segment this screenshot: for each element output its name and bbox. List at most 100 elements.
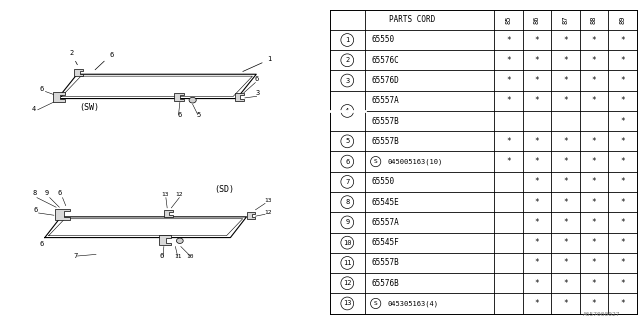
Text: 9: 9	[345, 220, 349, 225]
Text: 7: 7	[345, 179, 349, 185]
Text: (SD): (SD)	[214, 185, 234, 194]
Text: 9: 9	[45, 190, 49, 196]
Text: *: *	[620, 299, 625, 308]
Text: *: *	[534, 76, 539, 85]
Text: 65545F: 65545F	[371, 238, 399, 247]
Polygon shape	[159, 235, 171, 245]
Text: *: *	[563, 259, 568, 268]
Text: *: *	[620, 36, 625, 44]
Polygon shape	[177, 238, 183, 244]
Text: 6: 6	[254, 76, 259, 82]
Text: S: S	[374, 301, 378, 306]
Text: PARTS CORD: PARTS CORD	[388, 15, 435, 24]
Text: *: *	[534, 157, 539, 166]
Text: 65576B: 65576B	[371, 279, 399, 288]
Text: 4: 4	[32, 106, 36, 112]
Text: *: *	[620, 137, 625, 146]
Text: *: *	[506, 96, 511, 105]
Text: *: *	[534, 56, 539, 65]
Polygon shape	[74, 69, 83, 76]
Text: *: *	[506, 76, 511, 85]
Text: *: *	[534, 299, 539, 308]
Text: *: *	[620, 198, 625, 207]
Text: 3: 3	[256, 90, 260, 96]
Text: *: *	[620, 279, 625, 288]
Text: 65576D: 65576D	[371, 76, 399, 85]
Text: 6: 6	[40, 241, 44, 247]
Text: *: *	[591, 299, 596, 308]
Text: 65557B: 65557B	[371, 259, 399, 268]
Text: *: *	[591, 198, 596, 207]
Text: *: *	[591, 218, 596, 227]
Text: *: *	[563, 299, 568, 308]
Text: *: *	[534, 198, 539, 207]
Polygon shape	[164, 210, 173, 217]
Text: 13: 13	[264, 198, 271, 204]
Text: 13: 13	[343, 300, 351, 307]
Text: *: *	[563, 198, 568, 207]
Text: 5: 5	[345, 138, 349, 144]
Text: *: *	[591, 238, 596, 247]
Text: 2: 2	[69, 50, 77, 65]
Text: *: *	[506, 36, 511, 44]
Text: 65576C: 65576C	[371, 56, 399, 65]
Text: *: *	[620, 96, 625, 105]
Text: 88: 88	[591, 15, 597, 24]
Text: *: *	[620, 56, 625, 65]
Text: 4: 4	[345, 108, 349, 114]
Text: 12: 12	[175, 192, 183, 197]
Text: (SW): (SW)	[79, 103, 100, 112]
Text: *: *	[563, 279, 568, 288]
Text: *: *	[534, 238, 539, 247]
Text: 11: 11	[174, 254, 182, 260]
Text: *: *	[534, 218, 539, 227]
Text: 6: 6	[34, 207, 38, 213]
Text: 89: 89	[620, 15, 625, 24]
Text: 65557A: 65557A	[371, 218, 399, 227]
Text: *: *	[591, 279, 596, 288]
Polygon shape	[189, 97, 196, 103]
Text: 87: 87	[563, 15, 568, 24]
Text: 6: 6	[345, 159, 349, 164]
Polygon shape	[55, 209, 70, 220]
Text: *: *	[534, 259, 539, 268]
Text: *: *	[563, 218, 568, 227]
Text: *: *	[591, 76, 596, 85]
Text: 1: 1	[243, 56, 272, 71]
Text: 5: 5	[197, 112, 201, 118]
Text: *: *	[563, 76, 568, 85]
Text: 3: 3	[345, 77, 349, 84]
Text: *: *	[591, 137, 596, 146]
Text: 8: 8	[32, 190, 36, 196]
Text: *: *	[506, 56, 511, 65]
Text: 11: 11	[343, 260, 351, 266]
Text: *: *	[563, 36, 568, 44]
Text: *: *	[591, 36, 596, 44]
Text: 6: 6	[178, 112, 182, 118]
Text: 2: 2	[345, 57, 349, 63]
Text: *: *	[620, 157, 625, 166]
Text: 65557B: 65557B	[371, 137, 399, 146]
Text: S: S	[374, 159, 378, 164]
Text: *: *	[563, 137, 568, 146]
Text: 13: 13	[162, 192, 169, 197]
Text: *: *	[534, 177, 539, 186]
Text: 86: 86	[534, 15, 540, 24]
Text: 7: 7	[74, 252, 78, 259]
Text: 65557B: 65557B	[371, 116, 399, 125]
Text: *: *	[563, 238, 568, 247]
Text: *: *	[620, 259, 625, 268]
Polygon shape	[53, 92, 65, 102]
Text: *: *	[563, 157, 568, 166]
Text: 65550: 65550	[371, 36, 394, 44]
Text: *: *	[620, 76, 625, 85]
Text: *: *	[591, 56, 596, 65]
Text: 65545E: 65545E	[371, 198, 399, 207]
Text: A657000027: A657000027	[583, 312, 621, 317]
Text: *: *	[591, 96, 596, 105]
Text: *: *	[591, 177, 596, 186]
Text: 1: 1	[345, 37, 349, 43]
Text: 65550: 65550	[371, 177, 394, 186]
Text: *: *	[563, 56, 568, 65]
Text: 65557A: 65557A	[371, 96, 399, 105]
